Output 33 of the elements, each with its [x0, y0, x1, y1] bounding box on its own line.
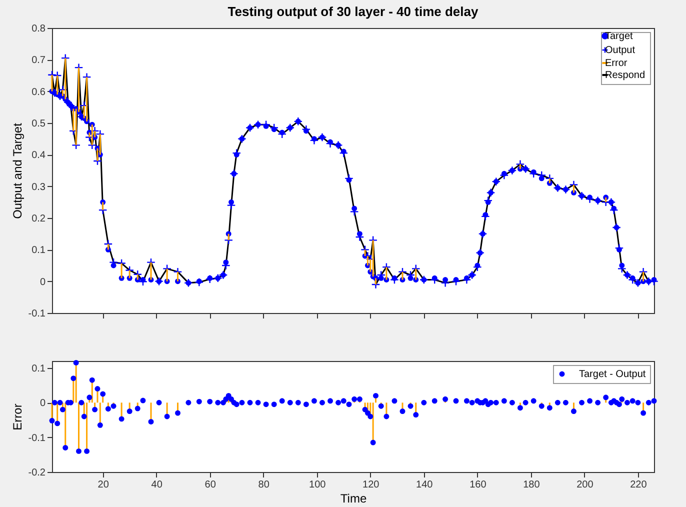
x-tick-label: 140: [416, 480, 434, 490]
x-tick-label: 120: [362, 480, 380, 490]
y-axis-title: Output and Target: [10, 122, 24, 219]
x-tick-label: 200: [576, 480, 594, 490]
y-tick-label: 0.1: [32, 245, 46, 256]
y-tick-label: -0.2: [28, 468, 46, 478]
x-tick-label: 100: [309, 480, 326, 490]
legend-label: Respond: [605, 70, 646, 81]
y-tick-label: 0.7: [32, 55, 46, 66]
y-tick-label: 0.8: [32, 24, 46, 34]
legend-label: Output: [605, 45, 636, 56]
chart-title: Testing output of 30 layer - 40 time delay: [228, 4, 479, 19]
y-tick-label: 0.3: [32, 182, 46, 193]
y-tick-label: 0.1: [32, 363, 46, 374]
legend-label: Error: [605, 58, 628, 69]
x-tick-label: 40: [151, 480, 163, 490]
legend-label: Target - Output: [579, 369, 646, 380]
x-tick-label: 20: [98, 480, 110, 490]
x-tick-label: 60: [204, 480, 216, 490]
x-tick-label: 160: [470, 480, 487, 490]
y-tick-label: 0.2: [32, 214, 46, 224]
x-tick-label: 80: [258, 480, 270, 490]
x-tick-label: 220: [630, 480, 648, 490]
y-tick-label: 0: [40, 398, 46, 410]
y-tick-label: 0: [40, 276, 46, 288]
y-tick-label: 0.5: [32, 118, 46, 130]
y-tick-label: -0.1: [28, 308, 46, 320]
x-tick-label: 180: [523, 480, 540, 490]
y-tick-label: 0.4: [32, 150, 46, 162]
y-tick-label: 0.6: [32, 86, 46, 98]
y-axis-title: Error: [10, 404, 24, 430]
y-tick-label: -0.1: [28, 432, 46, 444]
x-axis-title: Time: [340, 492, 367, 506]
